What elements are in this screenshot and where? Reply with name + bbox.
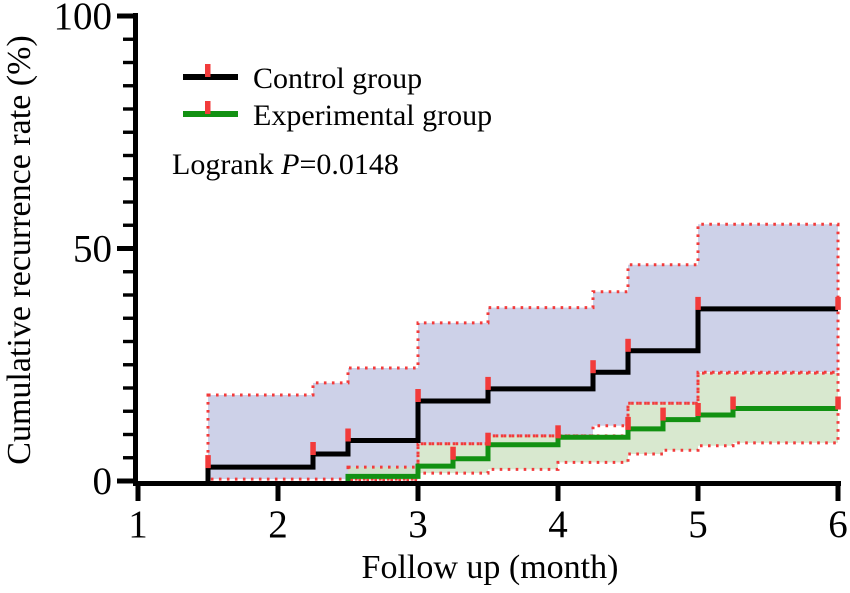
x-tick-label: 4 (548, 503, 568, 546)
control-censor-mark (485, 376, 491, 390)
legend-label-experimental: Experimental group (253, 99, 492, 132)
experimental-censor-mark (485, 432, 491, 446)
axes (117, 13, 841, 501)
control-censor-mark (835, 296, 841, 310)
y-tick-label: 50 (73, 228, 112, 271)
x-tick-label: 6 (828, 503, 848, 546)
y-axis-title: Cumulative recurrence rate (%) (1, 35, 38, 464)
control-censor-mark (625, 338, 631, 352)
legend-censor-tick-icon (205, 64, 211, 77)
x-tick-label: 2 (268, 503, 288, 546)
censor-marks (205, 296, 841, 469)
legend: Control group Experimental group (183, 62, 492, 132)
experimental-censor-mark (450, 446, 456, 460)
experimental-censor-mark (695, 403, 701, 416)
experimental-censor-mark (625, 416, 631, 430)
legend-censor-tick-icon (205, 101, 211, 114)
x-tick-label: 3 (408, 503, 428, 546)
control-censor-mark (415, 389, 421, 402)
ci-band-border-experimental (346, 371, 840, 482)
x-tick-label: 1 (128, 503, 148, 546)
control-censor-mark (205, 455, 211, 469)
experimental-censor-mark (730, 396, 736, 410)
control-censor-mark (310, 442, 316, 455)
ci-band-control (208, 224, 838, 480)
x-axis-title: Follow up (month) (362, 549, 619, 586)
ci-band-experimental (348, 373, 838, 481)
experimental-censor-mark (835, 396, 841, 410)
legend-label-control: Control group (253, 62, 422, 95)
control-censor-mark (695, 296, 701, 310)
confidence-bands (208, 224, 838, 481)
confidence-band-borders (206, 222, 840, 482)
tick-labels: 0 50 100 1 2 3 4 5 6 (54, 0, 848, 546)
x-tick-label: 5 (688, 503, 708, 546)
control-censor-mark (590, 360, 596, 374)
y-tick-label: 100 (54, 0, 113, 38)
experimental-censor-mark (660, 407, 666, 421)
control-censor-mark (345, 428, 351, 442)
logrank-annotation: Logrank P=0.0148 (172, 148, 399, 181)
control-curve (205, 306, 838, 481)
y-tick-label: 0 (93, 460, 113, 503)
experimental-censor-mark (555, 425, 561, 439)
